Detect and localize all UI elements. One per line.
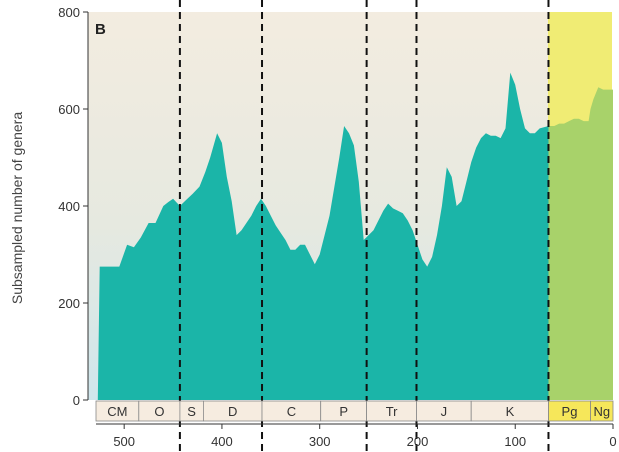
period-label-c: C xyxy=(287,404,296,419)
x-tick-label: 200 xyxy=(407,434,429,449)
data-areas xyxy=(97,72,613,400)
period-label-o: O xyxy=(154,404,164,419)
y-tick-label: 800 xyxy=(58,5,80,20)
x-tick-label: 300 xyxy=(309,434,331,449)
y-tick-label: 400 xyxy=(58,199,80,214)
area-series-1 xyxy=(97,72,549,400)
y-tick-label: 200 xyxy=(58,296,80,311)
boundary-dashes xyxy=(178,0,550,452)
y-tick-label: 0 xyxy=(73,393,80,408)
y-axis: 0 200 400 600 800 xyxy=(58,5,89,408)
y-axis-label: Subsampled number of genera xyxy=(9,112,25,304)
x-tick-label: 500 xyxy=(113,434,135,449)
panel-label: B xyxy=(95,21,106,38)
period-label-p: P xyxy=(339,404,348,419)
x-tick-label: 400 xyxy=(211,434,233,449)
period-label-d: D xyxy=(228,404,237,419)
x-tick-label: 100 xyxy=(504,434,526,449)
x-tick-label: 0 xyxy=(609,434,616,449)
period-label-tr: Tr xyxy=(386,404,398,419)
area-series-2 xyxy=(548,87,613,400)
period-bar: CM O S D C P Tr J K Pg Ng xyxy=(95,400,614,422)
period-label-ng: Ng xyxy=(593,404,610,419)
period-box-ng xyxy=(590,400,614,422)
period-label-j: J xyxy=(441,404,448,419)
period-label-cm: CM xyxy=(107,404,127,419)
period-label-pg: Pg xyxy=(562,404,578,419)
period-label-k: K xyxy=(506,404,515,419)
period-label-s: S xyxy=(187,404,196,419)
x-axis: 500 400 300 200 100 0 xyxy=(96,423,617,449)
y-tick-label: 600 xyxy=(58,102,80,117)
